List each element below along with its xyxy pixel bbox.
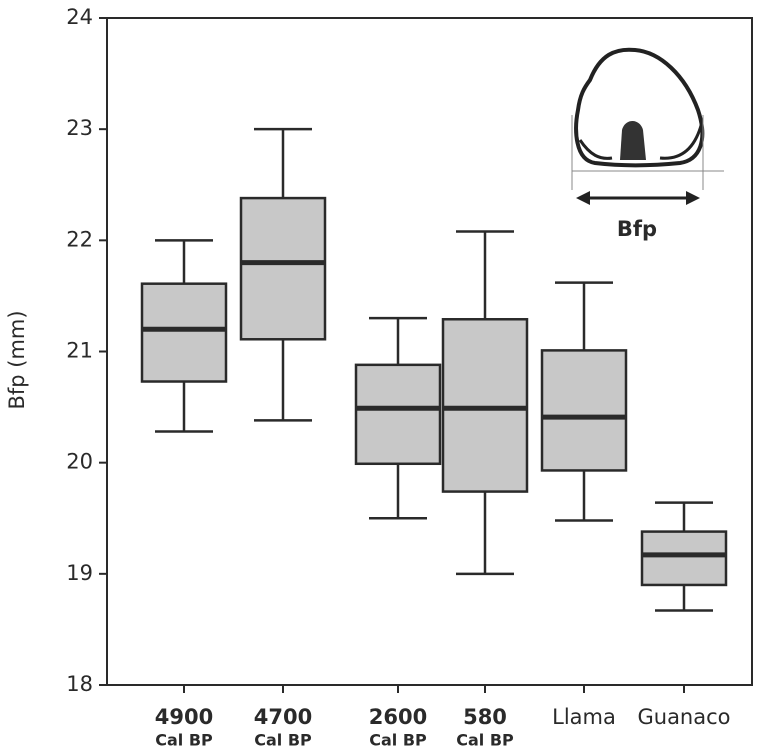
x-tick-label: 2600 [369, 705, 427, 729]
x-tick-label: 580 [463, 705, 507, 729]
annotation: Bfp [617, 217, 657, 241]
x-tick-sublabel: Cal BP [254, 731, 312, 750]
x-tick-sublabel: Cal BP [369, 731, 427, 750]
x-tick-sublabel: Cal BP [456, 731, 514, 750]
x-tick-label: 4900 [155, 705, 213, 729]
y-tick-label: 18 [66, 672, 93, 696]
y-axis-label: Bfp (mm) [5, 310, 29, 409]
box [540, 349, 628, 472]
y-tick-label: 21 [66, 339, 93, 363]
y-tick-label: 22 [66, 227, 93, 251]
x-tick-label: Guanaco [637, 705, 730, 729]
y-tick-label: 23 [66, 116, 93, 140]
x-tick-sublabel: Cal BP [155, 731, 213, 750]
x-tick-label: Llama [552, 705, 616, 729]
box [441, 318, 529, 493]
y-tick-label: 24 [66, 5, 93, 29]
inset-drawing [571, 47, 724, 205]
y-tick-label: 20 [66, 450, 93, 474]
y-tick-label: 19 [66, 561, 93, 585]
x-tick-label: 4700 [254, 705, 312, 729]
box [239, 196, 327, 341]
box [354, 363, 442, 466]
box [140, 282, 228, 383]
box [640, 530, 728, 587]
